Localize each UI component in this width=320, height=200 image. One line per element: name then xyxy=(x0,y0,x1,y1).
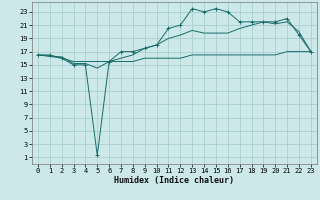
X-axis label: Humidex (Indice chaleur): Humidex (Indice chaleur) xyxy=(115,176,234,185)
